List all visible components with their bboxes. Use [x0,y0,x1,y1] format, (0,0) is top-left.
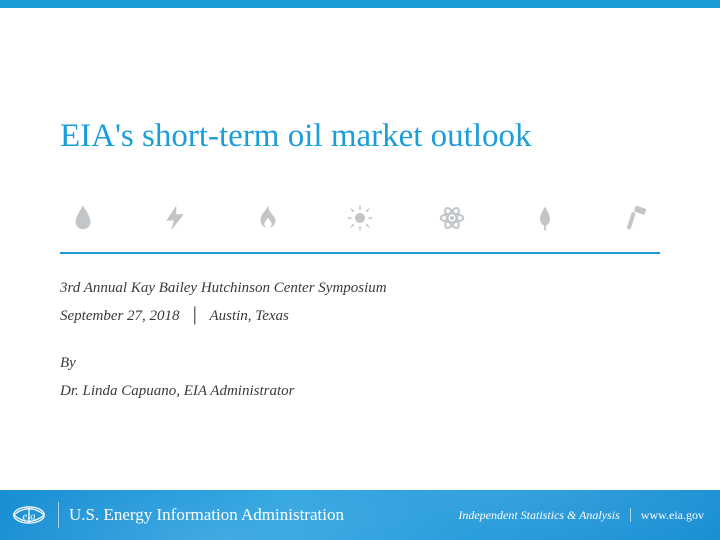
section-divider [60,252,660,254]
top-accent-bar [0,0,720,8]
slide-content: EIA's short-term oil market outlook [0,8,720,404]
svg-text:eia: eia [22,511,35,523]
oil-drop-icon [68,203,98,238]
footer-bar: eia U.S. Energy Information Administrati… [0,490,720,540]
leaf-icon [530,203,560,238]
footer-divider [58,502,59,528]
presenter-name: Dr. Linda Capuano, EIA Administrator [60,379,660,405]
footer-divider-small [630,508,631,522]
sun-burst-icon [345,203,375,238]
event-date-location: September 27, 2018 │ Austin, Texas [60,304,660,330]
atom-icon [437,203,467,238]
eia-logo: eia [10,496,48,534]
footer-url: www.eia.gov [641,508,704,523]
footer-org-name: U.S. Energy Information Administration [69,505,344,525]
event-date: September 27, 2018 [60,308,180,324]
page-title: EIA's short-term oil market outlook [60,118,660,155]
event-name: 3rd Annual Kay Bailey Hutchinson Center … [60,276,660,302]
footer-tagline: Independent Statistics & Analysis [458,508,619,523]
event-details: 3rd Annual Kay Bailey Hutchinson Center … [60,276,660,404]
event-location: Austin, Texas [209,308,288,324]
by-label: By [60,351,660,377]
hammer-icon [622,203,652,238]
separator: │ [189,308,200,324]
electricity-icon [160,203,190,238]
footer-right: Independent Statistics & Analysis www.ei… [458,508,720,523]
energy-icon-row [60,203,660,252]
flame-icon [253,203,283,238]
